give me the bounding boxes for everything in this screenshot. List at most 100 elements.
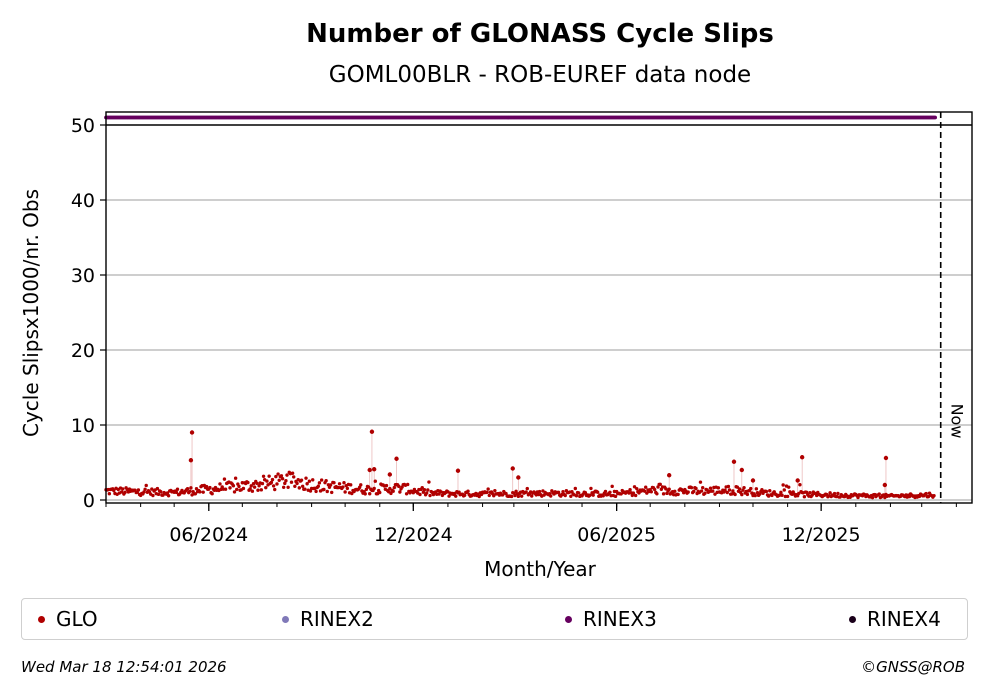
glo-point xyxy=(735,485,740,489)
glo-point xyxy=(281,485,286,489)
glo-spike-point xyxy=(516,475,521,480)
glo-point xyxy=(218,482,222,486)
glo-point xyxy=(155,486,160,491)
glo-point xyxy=(610,484,614,489)
glo-point xyxy=(569,494,573,499)
glo-point xyxy=(112,488,116,493)
glo-point xyxy=(222,477,227,481)
glo-point xyxy=(237,484,241,489)
glo-point xyxy=(188,489,192,493)
glo-point xyxy=(701,485,705,490)
glo-point xyxy=(652,487,657,492)
glo-point xyxy=(644,485,648,489)
glo-point xyxy=(372,486,376,491)
glo-point xyxy=(537,489,542,494)
glo-point xyxy=(745,492,750,497)
glo-point xyxy=(166,494,171,498)
glo-point xyxy=(785,494,790,499)
glo-point xyxy=(692,489,696,494)
glo-point xyxy=(270,477,275,482)
footer-credit: ©GNSS@ROB xyxy=(861,658,965,676)
glo-point xyxy=(703,491,707,495)
glo-point xyxy=(292,475,296,479)
glo-point xyxy=(601,494,605,498)
glo-point xyxy=(241,486,246,491)
glo-point xyxy=(121,487,125,491)
glo-point xyxy=(232,490,237,494)
glo-point xyxy=(260,481,265,486)
glo-point xyxy=(185,487,190,491)
legend-label-rinex3: RINEX3 xyxy=(583,607,657,631)
glo-point xyxy=(275,482,279,486)
glo-point xyxy=(519,494,524,498)
glo-spike-point xyxy=(731,459,737,464)
now-marker: Now xyxy=(939,112,967,503)
y-tick-label: 30 xyxy=(71,265,95,287)
rinex3-point xyxy=(933,115,938,120)
glo-point xyxy=(259,488,264,492)
glo-point xyxy=(304,476,308,480)
glo-point xyxy=(283,481,287,486)
glo-point xyxy=(159,490,163,494)
glo-point xyxy=(142,490,146,494)
glo-point xyxy=(595,490,600,494)
glo-point xyxy=(136,488,141,492)
glo-point xyxy=(324,478,328,483)
glo-point xyxy=(649,490,653,494)
glo-point xyxy=(274,474,278,479)
glo-point xyxy=(337,482,342,486)
plot-area-frame xyxy=(105,111,973,504)
y-axis-label: Cycle Slipsx1000/nr. Obs xyxy=(19,189,43,437)
glo-point xyxy=(322,487,326,492)
glo-point xyxy=(248,487,252,491)
glo-point xyxy=(633,493,638,498)
glo-point xyxy=(233,476,238,480)
glo-point xyxy=(802,494,807,499)
glo-point xyxy=(397,484,401,489)
glo-point xyxy=(485,490,489,495)
glo-point xyxy=(661,492,666,496)
glo-point xyxy=(265,479,269,483)
glo-point xyxy=(588,493,592,497)
glo-point xyxy=(509,494,514,499)
glo-point xyxy=(635,486,639,491)
glo-point xyxy=(384,483,389,488)
glo-point xyxy=(391,489,395,493)
glo-point xyxy=(574,494,579,498)
legend-marker-glo xyxy=(38,615,45,623)
glo-spike-point xyxy=(883,455,889,461)
glo-point xyxy=(781,483,785,487)
glo-point xyxy=(175,487,180,491)
glo-spike-point xyxy=(795,478,800,483)
glo-point xyxy=(856,495,860,500)
glo-spike-point xyxy=(367,467,372,473)
glo-point xyxy=(332,480,336,485)
glo-point xyxy=(787,485,791,489)
glo-point xyxy=(277,478,281,482)
legend-marker-rinex3 xyxy=(565,615,572,623)
glo-spike-point xyxy=(666,473,672,478)
glo-point xyxy=(673,489,677,493)
x-tick-label: 06/2025 xyxy=(577,524,656,546)
glo-point xyxy=(727,488,732,492)
glo-point xyxy=(261,474,266,479)
glo-point xyxy=(418,492,422,497)
footer-timestamp: Wed Mar 18 12:54:01 2026 xyxy=(21,658,227,676)
glo-point xyxy=(716,486,721,490)
glo-point xyxy=(119,490,124,494)
y-tick-label: 40 xyxy=(71,190,95,212)
glo-point xyxy=(319,478,324,482)
glo-point xyxy=(924,491,928,496)
glo-point xyxy=(737,487,742,491)
legend: GLO RINEX2 RINEX3 RINEX4 xyxy=(21,598,968,640)
x-tick-label: 12/2025 xyxy=(782,524,861,546)
glo-point xyxy=(477,494,481,499)
glo-point xyxy=(228,486,232,490)
glo-point xyxy=(314,489,318,494)
x-tick-label: 06/2024 xyxy=(169,524,248,546)
glo-point xyxy=(699,489,704,493)
glo-point xyxy=(573,486,578,491)
glo-point xyxy=(487,493,491,498)
glo-point xyxy=(250,489,255,493)
